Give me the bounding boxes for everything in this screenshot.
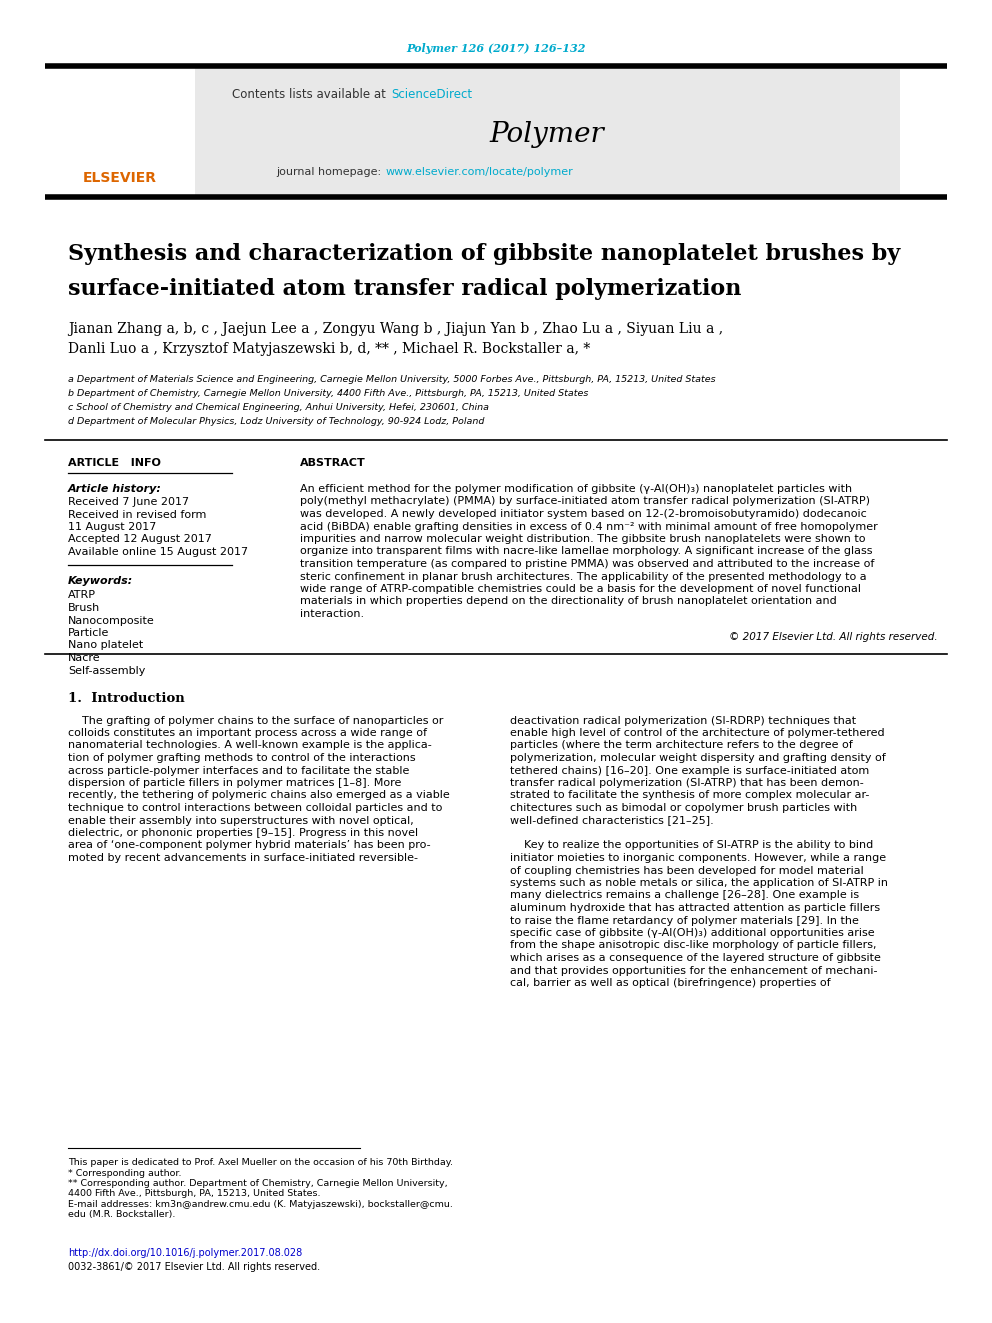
Text: An efficient method for the polymer modification of gibbsite (γ-Al(OH)₃) nanopla: An efficient method for the polymer modi… xyxy=(300,484,852,493)
Text: area of ‘one-component polymer hybrid materials’ has been pro-: area of ‘one-component polymer hybrid ma… xyxy=(68,840,431,851)
Text: Danli Luo a , Krzysztof Matyjaszewski b, d, ** , Michael R. Bockstaller a, *: Danli Luo a , Krzysztof Matyjaszewski b,… xyxy=(68,343,590,356)
Text: Keywords:: Keywords: xyxy=(68,577,133,586)
Text: from the shape anisotropic disc-like morphology of particle fillers,: from the shape anisotropic disc-like mor… xyxy=(510,941,877,950)
Text: b Department of Chemistry, Carnegie Mellon University, 4400 Fifth Ave., Pittsbur: b Department of Chemistry, Carnegie Mell… xyxy=(68,389,588,398)
Text: Key to realize the opportunities of SI-ATRP is the ability to bind: Key to realize the opportunities of SI-A… xyxy=(510,840,873,851)
Text: c School of Chemistry and Chemical Engineering, Anhui University, Hefei, 230601,: c School of Chemistry and Chemical Engin… xyxy=(68,404,489,411)
Text: recently, the tethering of polymeric chains also emerged as a viable: recently, the tethering of polymeric cha… xyxy=(68,791,449,800)
Text: poly(methyl methacrylate) (PMMA) by surface-initiated atom transfer radical poly: poly(methyl methacrylate) (PMMA) by surf… xyxy=(300,496,870,507)
Bar xyxy=(195,67,900,194)
Text: well-defined characteristics [21–25].: well-defined characteristics [21–25]. xyxy=(510,815,714,826)
Text: Article history:: Article history: xyxy=(68,484,162,493)
Text: specific case of gibbsite (γ-Al(OH)₃) additional opportunities arise: specific case of gibbsite (γ-Al(OH)₃) ad… xyxy=(510,927,875,938)
Text: Nanocomposite: Nanocomposite xyxy=(68,615,155,626)
Text: technique to control interactions between colloidal particles and to: technique to control interactions betwee… xyxy=(68,803,442,814)
Text: Nacre: Nacre xyxy=(68,654,100,663)
Text: 1.  Introduction: 1. Introduction xyxy=(68,692,185,705)
Text: ATRP: ATRP xyxy=(68,590,96,601)
Text: E-mail addresses: km3n@andrew.cmu.edu (K. Matyjaszewski), bockstaller@cmu.: E-mail addresses: km3n@andrew.cmu.edu (K… xyxy=(68,1200,453,1209)
Text: Contents lists available at: Contents lists available at xyxy=(232,89,390,102)
Text: aluminum hydroxide that has attracted attention as particle fillers: aluminum hydroxide that has attracted at… xyxy=(510,904,880,913)
Text: polymerization, molecular weight dispersity and grafting density of: polymerization, molecular weight dispers… xyxy=(510,753,886,763)
Text: tethered chains) [16–20]. One example is surface-initiated atom: tethered chains) [16–20]. One example is… xyxy=(510,766,869,775)
Text: Polymer: Polymer xyxy=(490,122,604,148)
Text: organize into transparent films with nacre-like lamellae morphology. A significa: organize into transparent films with nac… xyxy=(300,546,873,557)
Text: Brush: Brush xyxy=(68,603,100,613)
Text: edu (M.R. Bockstaller).: edu (M.R. Bockstaller). xyxy=(68,1211,176,1220)
Text: steric confinement in planar brush architectures. The applicability of the prese: steric confinement in planar brush archi… xyxy=(300,572,867,582)
Text: ELSEVIER: ELSEVIER xyxy=(83,171,157,185)
Text: 0032-3861/© 2017 Elsevier Ltd. All rights reserved.: 0032-3861/© 2017 Elsevier Ltd. All right… xyxy=(68,1262,320,1271)
Text: dispersion of particle fillers in polymer matrices [1–8]. More: dispersion of particle fillers in polyme… xyxy=(68,778,402,789)
Text: nanomaterial technologies. A well-known example is the applica-: nanomaterial technologies. A well-known … xyxy=(68,741,432,750)
Text: cal, barrier as well as optical (birefringence) properties of: cal, barrier as well as optical (birefri… xyxy=(510,978,830,988)
Text: www.elsevier.com/locate/polymer: www.elsevier.com/locate/polymer xyxy=(386,167,573,177)
Text: materials in which properties depend on the directionality of brush nanoplatelet: materials in which properties depend on … xyxy=(300,597,836,606)
Text: Jianan Zhang a, b, c , Jaejun Lee a , Zongyu Wang b , Jiajun Yan b , Zhao Lu a ,: Jianan Zhang a, b, c , Jaejun Lee a , Zo… xyxy=(68,321,723,336)
Text: Accepted 12 August 2017: Accepted 12 August 2017 xyxy=(68,534,212,545)
Text: Self-assembly: Self-assembly xyxy=(68,665,146,676)
Text: Received 7 June 2017: Received 7 June 2017 xyxy=(68,497,189,507)
Text: ARTICLE   INFO: ARTICLE INFO xyxy=(68,458,161,468)
Text: ** Corresponding author. Department of Chemistry, Carnegie Mellon University,: ** Corresponding author. Department of C… xyxy=(68,1179,447,1188)
Text: enable high level of control of the architecture of polymer-tethered: enable high level of control of the arch… xyxy=(510,728,885,738)
Text: enable their assembly into superstructures with novel optical,: enable their assembly into superstructur… xyxy=(68,815,414,826)
Text: Polymer 126 (2017) 126–132: Polymer 126 (2017) 126–132 xyxy=(407,42,585,53)
Text: a Department of Materials Science and Engineering, Carnegie Mellon University, 5: a Department of Materials Science and En… xyxy=(68,374,715,384)
Text: initiator moieties to inorganic components. However, while a range: initiator moieties to inorganic componen… xyxy=(510,853,886,863)
Text: wide range of ATRP-compatible chemistries could be a basis for the development o: wide range of ATRP-compatible chemistrie… xyxy=(300,583,861,594)
Text: and that provides opportunities for the enhancement of mechani-: and that provides opportunities for the … xyxy=(510,966,878,975)
Text: http://dx.doi.org/10.1016/j.polymer.2017.08.028: http://dx.doi.org/10.1016/j.polymer.2017… xyxy=(68,1248,303,1258)
Text: was developed. A newly developed initiator system based on 12-(2-bromoisobutyram: was developed. A newly developed initiat… xyxy=(300,509,867,519)
Text: This paper is dedicated to Prof. Axel Mueller on the occasion of his 70th Birthd: This paper is dedicated to Prof. Axel Mu… xyxy=(68,1158,453,1167)
Text: particles (where the term architecture refers to the degree of: particles (where the term architecture r… xyxy=(510,741,853,750)
Text: interaction.: interaction. xyxy=(300,609,364,619)
Text: Available online 15 August 2017: Available online 15 August 2017 xyxy=(68,546,248,557)
Text: dielectric, or phononic properties [9–15]. Progress in this novel: dielectric, or phononic properties [9–15… xyxy=(68,828,418,837)
Text: of coupling chemistries has been developed for model material: of coupling chemistries has been develop… xyxy=(510,865,864,876)
Text: Particle: Particle xyxy=(68,628,109,638)
Text: chitectures such as bimodal or copolymer brush particles with: chitectures such as bimodal or copolymer… xyxy=(510,803,857,814)
Text: which arises as a consequence of the layered structure of gibbsite: which arises as a consequence of the lay… xyxy=(510,953,881,963)
Text: 4400 Fifth Ave., Pittsburgh, PA, 15213, United States.: 4400 Fifth Ave., Pittsburgh, PA, 15213, … xyxy=(68,1189,320,1199)
Text: journal homepage:: journal homepage: xyxy=(277,167,385,177)
Text: across particle-polymer interfaces and to facilitate the stable: across particle-polymer interfaces and t… xyxy=(68,766,410,775)
Text: Received in revised form: Received in revised form xyxy=(68,509,206,520)
Text: strated to facilitate the synthesis of more complex molecular ar-: strated to facilitate the synthesis of m… xyxy=(510,791,869,800)
Text: Nano platelet: Nano platelet xyxy=(68,640,143,651)
Text: deactivation radical polymerization (SI-RDRP) techniques that: deactivation radical polymerization (SI-… xyxy=(510,716,856,725)
Text: The grafting of polymer chains to the surface of nanoparticles or: The grafting of polymer chains to the su… xyxy=(68,716,443,725)
Text: tion of polymer grafting methods to control of the interactions: tion of polymer grafting methods to cont… xyxy=(68,753,416,763)
Text: © 2017 Elsevier Ltd. All rights reserved.: © 2017 Elsevier Ltd. All rights reserved… xyxy=(729,631,938,642)
Text: d Department of Molecular Physics, Lodz University of Technology, 90-924 Lodz, P: d Department of Molecular Physics, Lodz … xyxy=(68,417,484,426)
Text: Synthesis and characterization of gibbsite nanoplatelet brushes by: Synthesis and characterization of gibbsi… xyxy=(68,243,901,265)
Text: to raise the flame retardancy of polymer materials [29]. In the: to raise the flame retardancy of polymer… xyxy=(510,916,859,926)
Text: acid (BiBDA) enable grafting densities in excess of 0.4 nm⁻² with minimal amount: acid (BiBDA) enable grafting densities i… xyxy=(300,521,878,532)
Text: * Corresponding author.: * Corresponding author. xyxy=(68,1168,182,1177)
Text: 11 August 2017: 11 August 2017 xyxy=(68,523,157,532)
Text: surface-initiated atom transfer radical polymerization: surface-initiated atom transfer radical … xyxy=(68,278,741,300)
Text: ABSTRACT: ABSTRACT xyxy=(300,458,366,468)
Text: many dielectrics remains a challenge [26–28]. One example is: many dielectrics remains a challenge [26… xyxy=(510,890,859,901)
Text: transfer radical polymerization (SI-ATRP) that has been demon-: transfer radical polymerization (SI-ATRP… xyxy=(510,778,864,789)
Text: systems such as noble metals or silica, the application of SI-ATRP in: systems such as noble metals or silica, … xyxy=(510,878,888,888)
Text: moted by recent advancements in surface-initiated reversible-: moted by recent advancements in surface-… xyxy=(68,853,418,863)
Text: transition temperature (as compared to pristine PMMA) was observed and attribute: transition temperature (as compared to p… xyxy=(300,560,874,569)
Text: ScienceDirect: ScienceDirect xyxy=(391,89,472,102)
Text: impurities and narrow molecular weight distribution. The gibbsite brush nanoplat: impurities and narrow molecular weight d… xyxy=(300,534,865,544)
Text: colloids constitutes an important process across a wide range of: colloids constitutes an important proces… xyxy=(68,728,427,738)
